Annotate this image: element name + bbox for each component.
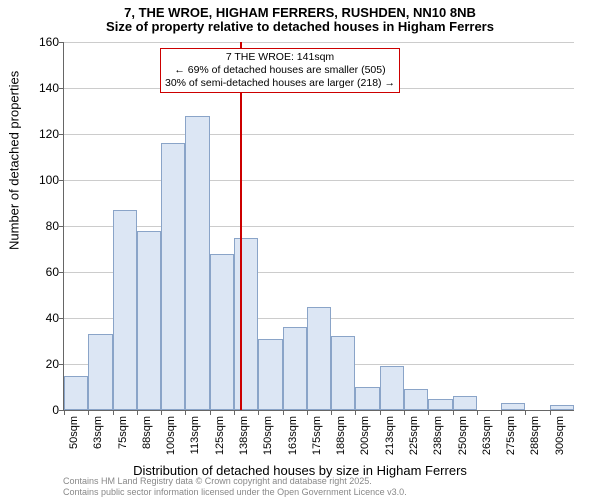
histogram-bar	[258, 339, 282, 410]
x-tick-mark	[331, 410, 332, 415]
histogram-bar	[331, 336, 355, 410]
x-tick-mark	[307, 410, 308, 415]
histogram-bar	[307, 307, 331, 411]
x-tick-mark	[137, 410, 138, 415]
x-tick-label: 100sqm	[165, 416, 177, 455]
x-tick-label: 213sqm	[384, 416, 396, 455]
x-tick-mark	[210, 410, 211, 415]
chart-container: 7, THE WROE, HIGHAM FERRERS, RUSHDEN, NN…	[0, 0, 600, 500]
histogram-bar	[137, 231, 161, 410]
x-tick-label: 88sqm	[141, 416, 153, 449]
annotation-box: 7 THE WROE: 141sqm← 69% of detached hous…	[160, 48, 400, 93]
histogram-bar	[355, 387, 379, 410]
footer-text: Contains HM Land Registry data © Crown c…	[63, 476, 407, 498]
x-tick-label: 263sqm	[481, 416, 493, 455]
x-tick-label: 200sqm	[359, 416, 371, 455]
x-tick-mark	[550, 410, 551, 415]
x-tick-label: 175sqm	[311, 416, 323, 455]
footer-line2: Contains public sector information licen…	[63, 487, 407, 498]
x-tick-label: 238sqm	[432, 416, 444, 455]
grid-line	[64, 134, 574, 135]
x-tick-mark	[234, 410, 235, 415]
y-tick-label: 120	[39, 127, 64, 141]
y-axis-label: Number of detached properties	[7, 71, 22, 250]
x-tick-label: 63sqm	[92, 416, 104, 449]
annotation-line3: 30% of semi-detached houses are larger (…	[165, 77, 395, 90]
x-tick-mark	[161, 410, 162, 415]
histogram-bar	[88, 334, 112, 410]
histogram-bar	[501, 403, 525, 410]
chart-title-line2: Size of property relative to detached ho…	[0, 20, 600, 36]
x-tick-label: 300sqm	[554, 416, 566, 455]
y-tick-label: 60	[46, 265, 64, 279]
x-tick-label: 275sqm	[505, 416, 517, 455]
y-tick-label: 160	[39, 35, 64, 49]
x-tick-label: 250sqm	[457, 416, 469, 455]
x-tick-label: 125sqm	[214, 416, 226, 455]
histogram-bar	[380, 366, 404, 410]
x-tick-label: 188sqm	[335, 416, 347, 455]
plot-area: 02040608010012014016050sqm63sqm75sqm88sq…	[63, 42, 574, 411]
x-tick-mark	[185, 410, 186, 415]
x-tick-mark	[64, 410, 65, 415]
footer-line1: Contains HM Land Registry data © Crown c…	[63, 476, 407, 487]
x-tick-label: 288sqm	[529, 416, 541, 455]
histogram-bar	[64, 376, 88, 411]
histogram-bar	[185, 116, 209, 410]
grid-line	[64, 42, 574, 43]
histogram-bar	[283, 327, 307, 410]
x-tick-mark	[258, 410, 259, 415]
y-tick-label: 100	[39, 173, 64, 187]
grid-line	[64, 226, 574, 227]
histogram-bar	[161, 143, 185, 410]
histogram-bar	[404, 389, 428, 410]
x-tick-mark	[380, 410, 381, 415]
y-tick-label: 40	[46, 311, 64, 325]
y-tick-label: 0	[52, 403, 64, 417]
x-tick-label: 225sqm	[408, 416, 420, 455]
histogram-bar	[453, 396, 477, 410]
annotation-line1: 7 THE WROE: 141sqm	[165, 51, 395, 64]
x-tick-mark	[404, 410, 405, 415]
x-tick-mark	[88, 410, 89, 415]
x-tick-label: 163sqm	[287, 416, 299, 455]
histogram-bar	[210, 254, 234, 410]
x-tick-mark	[501, 410, 502, 415]
histogram-bar	[550, 405, 574, 410]
x-tick-mark	[453, 410, 454, 415]
x-tick-label: 150sqm	[262, 416, 274, 455]
chart-title-line1: 7, THE WROE, HIGHAM FERRERS, RUSHDEN, NN…	[0, 0, 600, 20]
y-tick-label: 80	[46, 219, 64, 233]
x-tick-mark	[525, 410, 526, 415]
histogram-bar	[428, 399, 452, 411]
x-tick-mark	[355, 410, 356, 415]
annotation-line2: ← 69% of detached houses are smaller (50…	[165, 64, 395, 77]
x-tick-label: 138sqm	[238, 416, 250, 455]
x-tick-mark	[113, 410, 114, 415]
x-tick-label: 75sqm	[117, 416, 129, 449]
y-tick-label: 20	[46, 357, 64, 371]
y-tick-label: 140	[39, 81, 64, 95]
histogram-bar	[113, 210, 137, 410]
x-tick-mark	[477, 410, 478, 415]
x-tick-label: 113sqm	[189, 416, 201, 454]
x-tick-mark	[283, 410, 284, 415]
reference-line	[240, 42, 242, 410]
histogram-bar	[234, 238, 258, 411]
x-tick-mark	[428, 410, 429, 415]
grid-line	[64, 180, 574, 181]
x-tick-label: 50sqm	[68, 416, 80, 449]
